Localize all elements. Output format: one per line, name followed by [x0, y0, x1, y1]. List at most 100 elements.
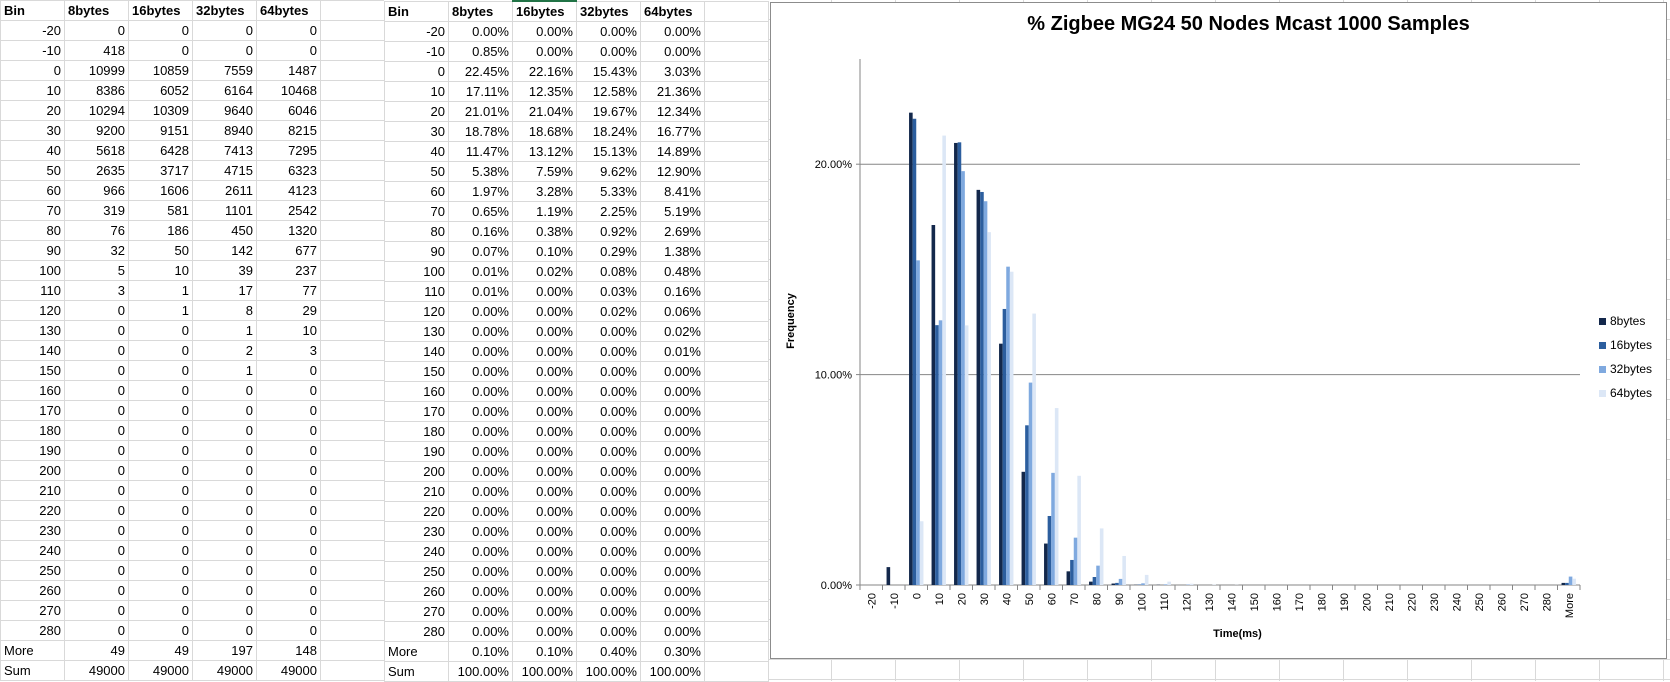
value-cell[interactable]: 0.00% [641, 482, 705, 502]
value-cell[interactable]: 0.00% [449, 302, 513, 322]
column-header[interactable]: 64bytes [257, 1, 321, 21]
empty-cell[interactable] [321, 461, 385, 481]
value-cell[interactable]: 18.68% [513, 122, 577, 142]
value-cell[interactable]: 0.00% [577, 342, 641, 362]
empty-cell[interactable] [705, 322, 769, 342]
value-cell[interactable]: 0 [257, 361, 321, 381]
value-cell[interactable]: 1.38% [641, 242, 705, 262]
empty-cell[interactable] [705, 422, 769, 442]
value-cell[interactable]: 0 [257, 621, 321, 641]
empty-cell[interactable] [705, 82, 769, 102]
value-cell[interactable]: 197 [193, 641, 257, 661]
bin-cell[interactable]: 280 [385, 622, 449, 642]
empty-cell[interactable] [321, 1, 385, 21]
value-cell[interactable]: 0.10% [513, 242, 577, 262]
empty-cell[interactable] [705, 1, 769, 22]
bin-cell[interactable]: 30 [385, 122, 449, 142]
bin-cell[interactable]: 250 [385, 562, 449, 582]
value-cell[interactable]: 0 [257, 521, 321, 541]
value-cell[interactable]: 0.00% [513, 502, 577, 522]
value-cell[interactable]: 7559 [193, 61, 257, 81]
value-cell[interactable]: 0 [65, 341, 129, 361]
empty-cell[interactable] [321, 221, 385, 241]
value-cell[interactable]: 7413 [193, 141, 257, 161]
value-cell[interactable]: 0 [257, 601, 321, 621]
value-cell[interactable]: 2.69% [641, 222, 705, 242]
bin-cell[interactable]: 120 [1, 301, 65, 321]
value-cell[interactable]: 3.03% [641, 62, 705, 82]
value-cell[interactable]: 49 [129, 641, 193, 661]
value-cell[interactable]: 0 [129, 501, 193, 521]
value-cell[interactable]: 3.28% [513, 182, 577, 202]
bin-cell[interactable]: 0 [1, 61, 65, 81]
value-cell[interactable]: 0.16% [641, 282, 705, 302]
bin-cell[interactable]: 100 [1, 261, 65, 281]
value-cell[interactable]: 7.59% [513, 162, 577, 182]
value-cell[interactable]: 0.00% [449, 482, 513, 502]
value-cell[interactable]: 0.00% [513, 482, 577, 502]
value-cell[interactable]: 1101 [193, 201, 257, 221]
empty-cell[interactable] [705, 442, 769, 462]
value-cell[interactable]: 9151 [129, 121, 193, 141]
empty-cell[interactable] [705, 282, 769, 302]
value-cell[interactable]: 0.00% [449, 382, 513, 402]
value-cell[interactable]: 0.00% [577, 602, 641, 622]
value-cell[interactable]: 0.16% [449, 222, 513, 242]
value-cell[interactable]: 142 [193, 241, 257, 261]
value-cell[interactable]: 0.38% [513, 222, 577, 242]
value-cell[interactable]: 12.35% [513, 82, 577, 102]
empty-cell[interactable] [321, 321, 385, 341]
empty-cell[interactable] [321, 261, 385, 281]
empty-cell[interactable] [321, 281, 385, 301]
column-header[interactable]: 32bytes [193, 1, 257, 21]
value-cell[interactable]: 0 [193, 581, 257, 601]
column-header[interactable]: 16bytes [513, 1, 577, 22]
bin-cell[interactable]: 140 [385, 342, 449, 362]
value-cell[interactable]: 0 [193, 461, 257, 481]
value-cell[interactable]: 2.25% [577, 202, 641, 222]
value-cell[interactable]: 6046 [257, 101, 321, 121]
value-cell[interactable]: 0.00% [577, 582, 641, 602]
bin-cell[interactable]: 150 [1, 361, 65, 381]
bin-cell[interactable]: 270 [385, 602, 449, 622]
value-cell[interactable]: 22.45% [449, 62, 513, 82]
value-cell[interactable]: 0 [193, 41, 257, 61]
value-cell[interactable]: 0 [193, 441, 257, 461]
value-cell[interactable]: 50 [129, 241, 193, 261]
empty-cell[interactable] [321, 61, 385, 81]
value-cell[interactable]: 581 [129, 201, 193, 221]
bin-cell[interactable]: -20 [1, 21, 65, 41]
value-cell[interactable]: 49 [65, 641, 129, 661]
value-cell[interactable]: 0 [129, 341, 193, 361]
value-cell[interactable]: 12.90% [641, 162, 705, 182]
value-cell[interactable]: 21.36% [641, 82, 705, 102]
bin-cell[interactable]: 60 [1, 181, 65, 201]
empty-cell[interactable] [705, 162, 769, 182]
empty-cell[interactable] [705, 22, 769, 42]
bin-cell[interactable]: 240 [1, 541, 65, 561]
bin-cell[interactable]: 230 [1, 521, 65, 541]
value-cell[interactable]: 0 [193, 521, 257, 541]
value-cell[interactable]: 0.00% [641, 462, 705, 482]
value-cell[interactable]: 0.00% [641, 22, 705, 42]
value-cell[interactable]: 1.97% [449, 182, 513, 202]
value-cell[interactable]: 0.00% [577, 442, 641, 462]
empty-cell[interactable] [705, 42, 769, 62]
empty-cell[interactable] [705, 622, 769, 642]
empty-cell[interactable] [321, 121, 385, 141]
value-cell[interactable]: 0 [129, 621, 193, 641]
empty-cell[interactable] [705, 542, 769, 562]
value-cell[interactable]: 0 [65, 501, 129, 521]
value-cell[interactable]: 0.00% [513, 522, 577, 542]
value-cell[interactable]: 0.00% [577, 382, 641, 402]
value-cell[interactable]: 0 [129, 461, 193, 481]
value-cell[interactable]: 100.00% [449, 662, 513, 682]
empty-cell[interactable] [321, 161, 385, 181]
value-cell[interactable]: 0.10% [449, 642, 513, 662]
value-cell[interactable]: 8215 [257, 121, 321, 141]
value-cell[interactable]: 0.00% [449, 522, 513, 542]
value-cell[interactable]: 11.47% [449, 142, 513, 162]
bin-cell[interactable]: 170 [385, 402, 449, 422]
value-cell[interactable]: 0 [65, 561, 129, 581]
empty-cell[interactable] [705, 522, 769, 542]
